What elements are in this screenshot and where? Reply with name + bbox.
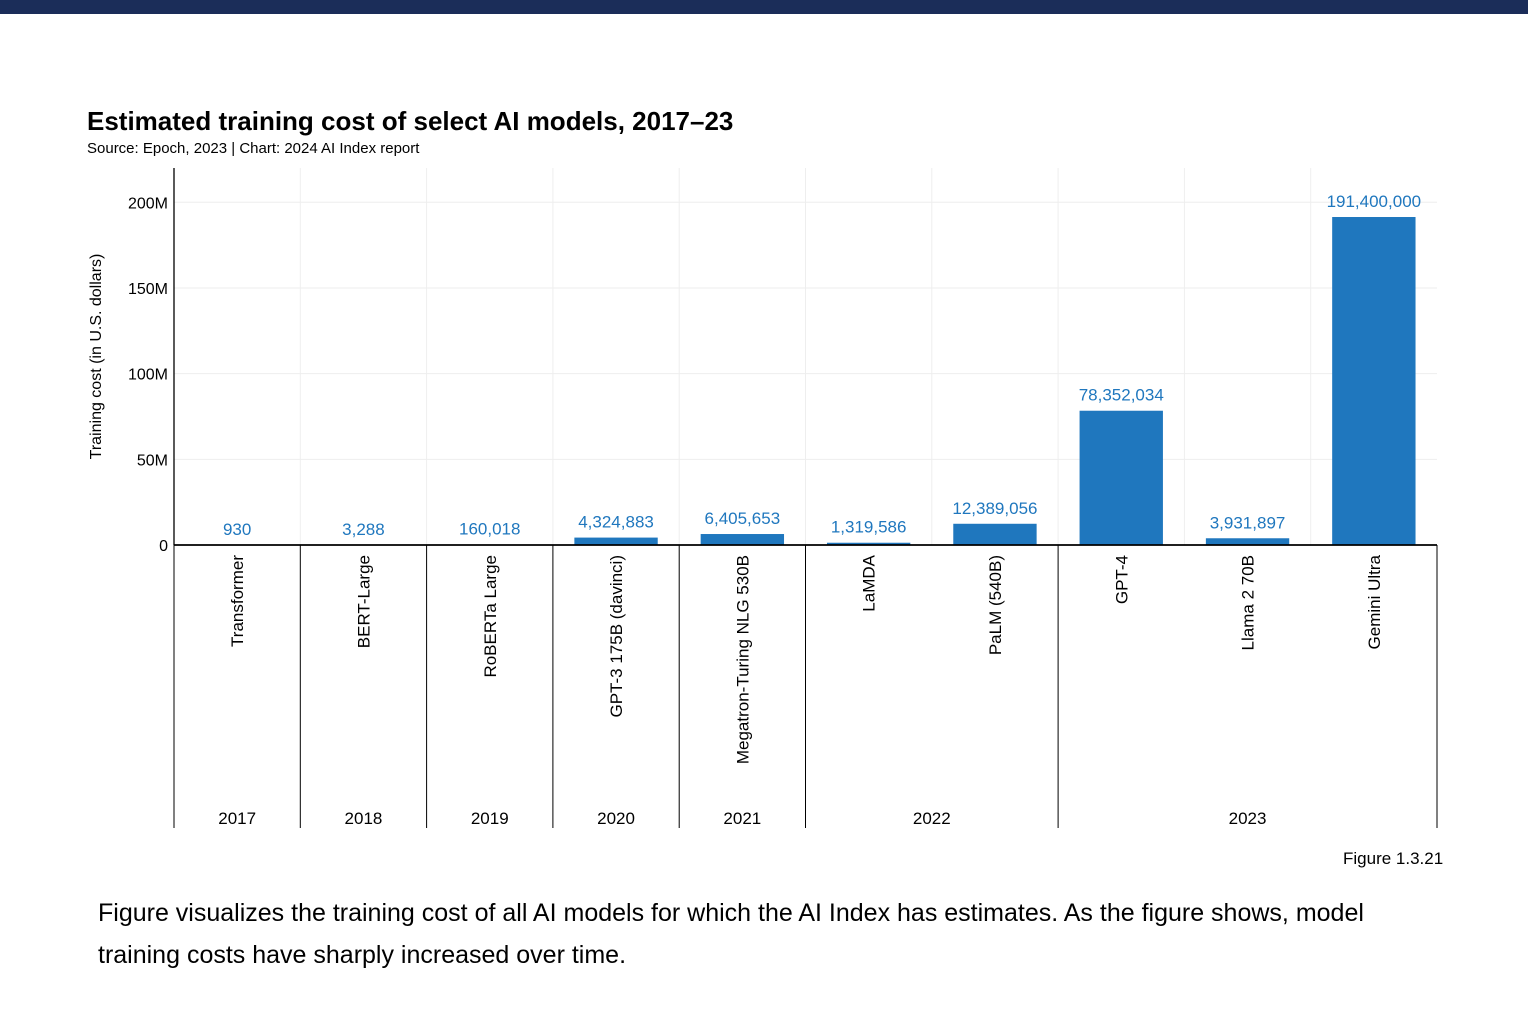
category-label: RoBERTa Large [481, 555, 500, 678]
bar-value-label: 160,018 [459, 520, 520, 539]
year-group-label: 2019 [471, 809, 509, 828]
category-label: Gemini Ultra [1365, 554, 1384, 649]
y-tick-label: 100M [128, 367, 168, 384]
figure-number: Figure 1.3.21 [1343, 849, 1444, 868]
y-tick-label: 150M [128, 281, 168, 298]
bar-value-label: 1,319,586 [831, 518, 907, 537]
category-label: PaLM (540B) [986, 555, 1005, 655]
category-label: Transformer [228, 555, 247, 647]
chart-source: Source: Epoch, 2023 | Chart: 2024 AI Ind… [87, 140, 420, 157]
category-label: GPT-3 175B (davinci) [607, 555, 626, 718]
year-group-label: 2020 [597, 809, 635, 828]
year-group-label: 2018 [345, 809, 383, 828]
bar-value-label: 6,405,653 [705, 509, 781, 528]
chart-title: Estimated training cost of select AI mod… [87, 106, 734, 136]
figure-caption: Figure visualizes the training cost of a… [98, 899, 1364, 969]
year-group-label: 2017 [218, 809, 256, 828]
bar-value-label: 78,352,034 [1079, 386, 1164, 405]
y-tick-label: 50M [137, 452, 168, 469]
category-label: GPT-4 [1112, 555, 1131, 604]
bar-value-label: 3,288 [342, 520, 385, 539]
bar-value-label: 4,324,883 [578, 513, 654, 532]
category-label: LaMDA [860, 554, 879, 611]
bar [574, 537, 658, 545]
year-group-label: 2022 [913, 809, 951, 828]
year-group-label: 2021 [723, 809, 761, 828]
y-axis-title: Training cost (in U.S. dollars) [88, 254, 105, 460]
top-banner [0, 0, 1528, 14]
bar-value-label: 3,931,897 [1210, 513, 1286, 532]
bar [700, 534, 785, 545]
category-label: Llama 2 70B [1239, 555, 1258, 650]
bar [953, 523, 1037, 545]
bar [1079, 410, 1163, 545]
bar-chart: 0 50M 100M 150M 200M Training cost (in U.S. d… [88, 168, 1438, 828]
bar-value-label: 930 [223, 520, 251, 539]
category-label: Megatron-Turing NLG 530B [733, 555, 752, 764]
bar [826, 542, 911, 545]
bar-value-label: 12,389,056 [952, 499, 1037, 518]
bar [1205, 538, 1290, 545]
year-group-label: 2023 [1229, 809, 1267, 828]
bar [1332, 217, 1416, 545]
y-tick-label: 0 [159, 538, 168, 555]
y-tick-label: 200M [128, 195, 168, 212]
category-label: BERT-Large [354, 555, 373, 648]
bar-value-label: 191,400,000 [1327, 192, 1422, 211]
